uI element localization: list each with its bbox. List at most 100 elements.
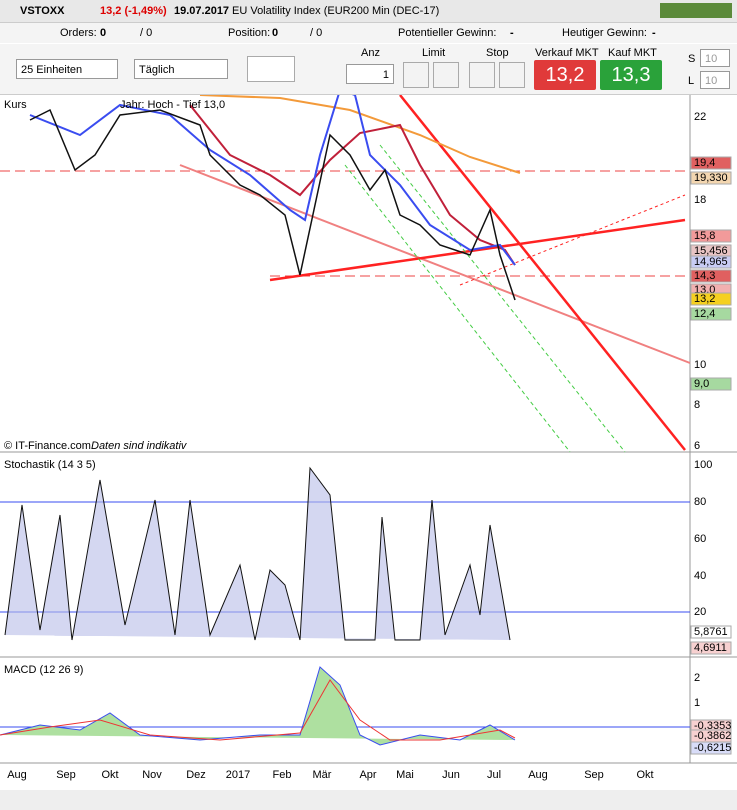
s-label: S	[688, 53, 696, 65]
price-badge-label: 14,965	[694, 256, 728, 268]
sell-button[interactable]: 13,2	[534, 60, 596, 90]
stoch-label: Stochastik (14 3 5)	[4, 459, 96, 471]
price-badge	[690, 229, 732, 243]
stoch-line	[4, 466, 511, 641]
price-badge-label: -0,6215	[694, 742, 731, 754]
trend-line	[399, 95, 686, 451]
sell-label: Verkauf MKT	[535, 47, 599, 59]
footer-note: Daten sind indikativ	[91, 440, 188, 452]
symbol[interactable]: VSTOXX	[20, 5, 65, 17]
price-panel: Kurs Jahr: Hoch - Tief 13,0 © IT-Finance…	[0, 95, 737, 453]
y-tick-label: 100	[694, 459, 712, 471]
scrollbar[interactable]	[0, 790, 737, 810]
year-info: Jahr: Hoch - Tief 13,0	[120, 99, 225, 111]
y-tick-label: 8	[694, 399, 700, 411]
position-total: / 0	[310, 27, 323, 39]
chart-area: Kurs Jahr: Hoch - Tief 13,0 © IT-Finance…	[0, 95, 737, 810]
orders-label: Orders:	[60, 27, 97, 39]
stop-buy[interactable]	[469, 62, 495, 88]
price-badge	[690, 377, 732, 391]
x-tick-label: Mär	[313, 769, 332, 781]
limit-sell[interactable]	[433, 62, 459, 88]
date: 19.07.2017	[174, 5, 230, 17]
price-badge-label: 12,4	[694, 308, 715, 320]
signal-line	[0, 679, 516, 741]
y-tick-label: 20	[694, 606, 706, 618]
position-label: Position:	[228, 27, 271, 39]
price-badge-label: -0,3353	[694, 720, 731, 732]
orders-count: 0	[100, 27, 107, 39]
x-tick-label: Okt	[101, 769, 118, 781]
units-select[interactable]: 25 Einheiten	[16, 59, 118, 79]
price-badge-label: 13,2	[694, 293, 715, 305]
macd-label: MACD (12 26 9)	[4, 664, 83, 676]
instrument-name: EU Volatility Index (EUR200 Min (DEC-17)	[232, 5, 440, 17]
limit-label: Limit	[422, 47, 446, 59]
window-controls[interactable]	[660, 3, 732, 18]
l-label: L	[688, 75, 695, 87]
price-candles	[29, 108, 516, 301]
ma-line	[199, 95, 521, 174]
ma-line	[29, 95, 516, 266]
trend-line	[179, 164, 691, 364]
toolbar: 25 Einheiten Täglich Anz 1 Limit Stop Ve…	[0, 44, 737, 95]
buy-button[interactable]: 13,3	[600, 60, 662, 90]
interval-select[interactable]: Täglich	[134, 59, 228, 79]
price-badge-label: -0,3862	[694, 730, 731, 742]
title-bar: VSTOXX 13,2 (-1,49%) 19.07.2017 EU Volat…	[0, 0, 737, 23]
price-badge	[690, 292, 732, 306]
qty-input[interactable]: 1	[346, 64, 394, 84]
s-input[interactable]: 10	[700, 49, 730, 67]
stop-sell[interactable]	[499, 62, 525, 88]
chart-type-button[interactable]	[247, 56, 295, 82]
price-badge	[690, 156, 732, 170]
potential-label: Potentieller Gewinn:	[398, 27, 497, 39]
y-tick-label: 2	[694, 672, 700, 684]
today-label: Heutiger Gewinn:	[562, 27, 647, 39]
price-badge-label: 9,0	[694, 378, 709, 390]
x-tick-label: Nov	[142, 769, 162, 781]
x-tick-label: Mai	[396, 769, 414, 781]
price-badge	[690, 641, 732, 655]
y-tick-label: 80	[694, 496, 706, 508]
orders-total: / 0	[140, 27, 153, 39]
y-tick-label: 6	[694, 440, 700, 452]
price-badge-label: 19,4	[694, 157, 715, 169]
macd-panel: MACD (12 26 9)	[0, 657, 737, 764]
trend-line	[459, 194, 686, 286]
price-badge-label: 15,456	[694, 245, 728, 257]
x-tick-label: Sep	[56, 769, 76, 781]
x-tick-label: Apr	[359, 769, 376, 781]
qty-label: Anz	[361, 47, 380, 59]
x-tick-label: Aug	[7, 769, 27, 781]
channel-line	[379, 144, 626, 453]
price-badge	[690, 255, 732, 269]
footer: © IT-Finance.com	[4, 440, 91, 452]
y-tick-label: 40	[694, 570, 706, 582]
limit-buy[interactable]	[403, 62, 429, 88]
status-row: Orders: 0 / 0 Position: 0 / 0 Potentiell…	[0, 23, 737, 43]
ma-line	[189, 104, 516, 266]
y-tick-label: 10	[694, 359, 706, 371]
change: 13,2 (-1,49%)	[100, 5, 167, 17]
x-tick-label: 2017	[226, 769, 250, 781]
price-badge-label: 4,6911	[694, 642, 727, 654]
price-badge-label: 14,3	[694, 270, 715, 282]
price-badge-label: 15,8	[694, 230, 715, 242]
y-tick-label: 1	[694, 697, 700, 709]
l-input[interactable]: 10	[700, 71, 730, 89]
stop-label: Stop	[486, 47, 509, 59]
x-tick-label: Feb	[273, 769, 292, 781]
price-badge	[690, 171, 732, 185]
buy-label: Kauf MKT	[608, 47, 657, 59]
price-badge	[690, 741, 732, 755]
x-tick-label: Jun	[442, 769, 460, 781]
trend-line	[269, 218, 686, 282]
position-count: 0	[272, 27, 279, 39]
channel-line	[344, 164, 571, 453]
price-badge	[690, 269, 732, 283]
price-badge-label: 19,330	[694, 172, 728, 184]
today-value: -	[652, 27, 656, 39]
